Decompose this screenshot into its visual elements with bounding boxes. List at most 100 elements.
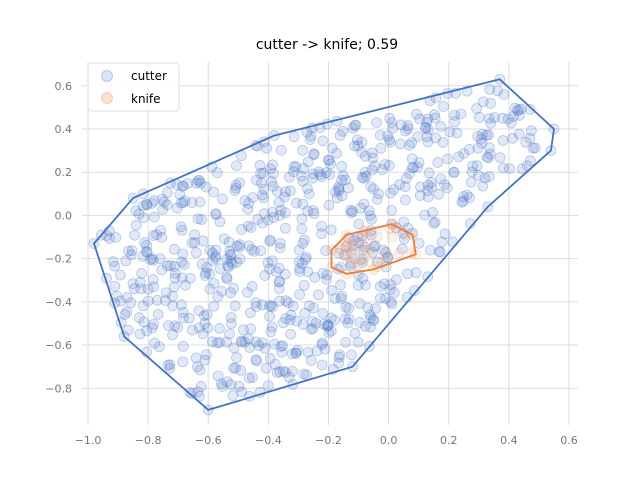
data-point-cutter (505, 117, 517, 129)
data-point-cutter (262, 214, 274, 226)
data-point-cutter (279, 268, 291, 280)
data-point-cutter (293, 256, 305, 267)
data-point-cutter (274, 366, 286, 378)
data-point-cutter (414, 113, 426, 125)
data-point-cutter (201, 309, 213, 321)
data-point-cutter (378, 278, 390, 290)
data-point-cutter (146, 197, 158, 209)
x-tick-label: 0.4 (500, 434, 518, 447)
data-point-cutter (110, 232, 122, 243)
data-point-cutter (268, 212, 279, 223)
data-point-knife (357, 253, 369, 265)
data-point-cutter (162, 187, 173, 199)
data-point-cutter (137, 300, 149, 312)
data-point-cutter (345, 207, 357, 219)
data-point-cutter (406, 162, 418, 173)
data-point-cutter (225, 318, 237, 329)
data-point-knife (386, 231, 398, 243)
data-point-cutter (399, 181, 411, 193)
data-point-cutter (349, 327, 361, 339)
data-point-cutter (235, 335, 247, 347)
data-point-cutter (353, 237, 365, 249)
data-point-knife (350, 235, 361, 247)
data-point-cutter (119, 309, 131, 320)
data-point-cutter (488, 112, 500, 123)
data-point-cutter (142, 283, 154, 295)
data-point-cutter (239, 195, 251, 207)
data-point-cutter (349, 120, 361, 132)
data-point-cutter (162, 260, 173, 272)
data-point-cutter (146, 253, 158, 265)
data-point-cutter (199, 270, 211, 281)
data-point-cutter (223, 236, 235, 248)
data-point-cutter (164, 359, 176, 371)
data-point-cutter (484, 84, 496, 95)
data-point-cutter (243, 372, 255, 384)
data-point-cutter (141, 246, 153, 258)
data-point-cutter (239, 336, 251, 348)
data-point-cutter (221, 273, 233, 285)
data-point-cutter (137, 250, 149, 262)
data-point-cutter (346, 247, 357, 259)
data-point-cutter (284, 314, 296, 326)
data-point-cutter (411, 108, 422, 120)
data-point-cutter (206, 336, 218, 348)
data-point-cutter (297, 175, 309, 187)
data-point-cutter (498, 89, 510, 100)
data-point-cutter (198, 310, 210, 321)
data-point-cutter (363, 205, 375, 217)
data-point-cutter (435, 121, 447, 132)
data-point-cutter (283, 171, 295, 183)
x-tick-label: 0.0 (380, 434, 398, 447)
data-point-cutter (333, 357, 345, 369)
data-point-cutter (376, 164, 388, 176)
data-point-cutter (329, 186, 341, 198)
data-point-cutter (225, 312, 237, 323)
data-point-cutter (260, 362, 272, 374)
data-point-cutter (507, 132, 518, 144)
data-point-cutter (224, 246, 236, 257)
data-point-cutter (291, 315, 302, 327)
data-point-cutter (149, 195, 160, 207)
data-point-cutter (299, 307, 311, 319)
data-point-cutter (120, 255, 132, 267)
data-point-cutter (171, 202, 183, 214)
data-point-cutter (318, 318, 330, 330)
data-point-cutter (279, 191, 290, 203)
data-point-cutter (479, 172, 491, 184)
data-point-cutter (144, 254, 156, 265)
data-point-cutter (402, 123, 414, 135)
data-point-cutter (354, 298, 366, 309)
data-point-cutter (426, 177, 437, 188)
data-point-cutter (164, 362, 176, 374)
data-point-cutter (207, 255, 218, 266)
data-point-cutter (199, 318, 211, 329)
data-point-knife (379, 249, 391, 260)
data-point-cutter (439, 179, 450, 191)
data-point-cutter (325, 325, 337, 337)
data-point-cutter (162, 359, 174, 371)
data-point-cutter (369, 160, 381, 172)
data-point-cutter (444, 126, 456, 138)
data-point-cutter (317, 267, 329, 279)
data-point-cutter (307, 172, 319, 184)
data-point-cutter (138, 212, 150, 224)
data-point-knife (393, 247, 405, 259)
data-point-cutter (264, 263, 275, 275)
data-point-cutter (387, 122, 399, 134)
data-point-cutter (147, 254, 159, 266)
data-point-cutter (211, 337, 223, 349)
data-point-cutter (222, 260, 234, 272)
x-tick-label: 0.2 (440, 434, 458, 447)
data-point-cutter (210, 208, 222, 220)
data-point-cutter (274, 210, 286, 221)
data-point-cutter (169, 272, 181, 284)
data-point-cutter (457, 195, 469, 207)
data-point-cutter (302, 205, 314, 217)
data-point-cutter (195, 177, 206, 189)
data-point-cutter (297, 145, 308, 156)
data-point-cutter (321, 320, 333, 332)
data-point-cutter (200, 349, 212, 361)
data-point-cutter (520, 136, 532, 148)
data-point-cutter (422, 136, 434, 148)
